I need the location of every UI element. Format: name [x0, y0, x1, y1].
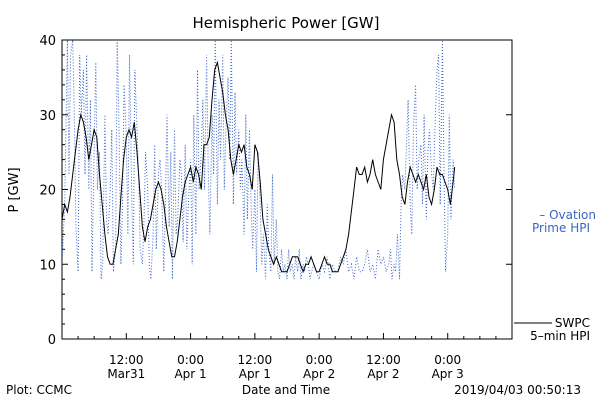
x-axis-label: Date and Time [242, 383, 330, 397]
x-tick-date-label: Apr 3 [432, 367, 464, 381]
x-tick-label: 12:00 [238, 353, 273, 367]
y-tick-label: 30 [39, 109, 56, 124]
x-tick-label: 0:00 [177, 353, 204, 367]
legend-swpc-line1: SWPC [555, 316, 590, 330]
chart-title: Hemispheric Power [GW] [193, 14, 380, 32]
swpc-series-line [62, 60, 456, 274]
legend-ovation-line1: – Ovation [539, 208, 596, 222]
x-tick-date-label: Apr 1 [174, 367, 206, 381]
footer-timestamp: 2019/04/03 00:50:13 [454, 383, 581, 397]
x-tick-date-label: Mar31 [107, 367, 145, 381]
y-tick-label: 40 [39, 34, 56, 49]
legend-ovation-line2: Prime HPI [532, 221, 590, 235]
y-tick-label: 20 [39, 184, 56, 199]
x-tick-date-label: Apr 1 [239, 367, 271, 381]
x-tick-date-label: Apr 2 [367, 367, 399, 381]
y-tick-label: 10 [39, 258, 56, 273]
y-axis-label: P [GW] [7, 167, 22, 212]
x-tick-label: 0:00 [306, 353, 333, 367]
ovation-prime-series-line [62, 40, 456, 282]
x-tick-date-label: Apr 2 [303, 367, 335, 381]
x-tick-label: 0:00 [434, 353, 461, 367]
plot-frame [61, 39, 513, 340]
x-tick-label: 12:00 [366, 353, 401, 367]
y-tick-label: 0 [48, 333, 56, 348]
footer-plot-credit: Plot: CCMC [6, 383, 72, 397]
x-tick-label: 12:00 [109, 353, 144, 367]
legend-swpc-line2: 5–min HPI [530, 329, 590, 343]
